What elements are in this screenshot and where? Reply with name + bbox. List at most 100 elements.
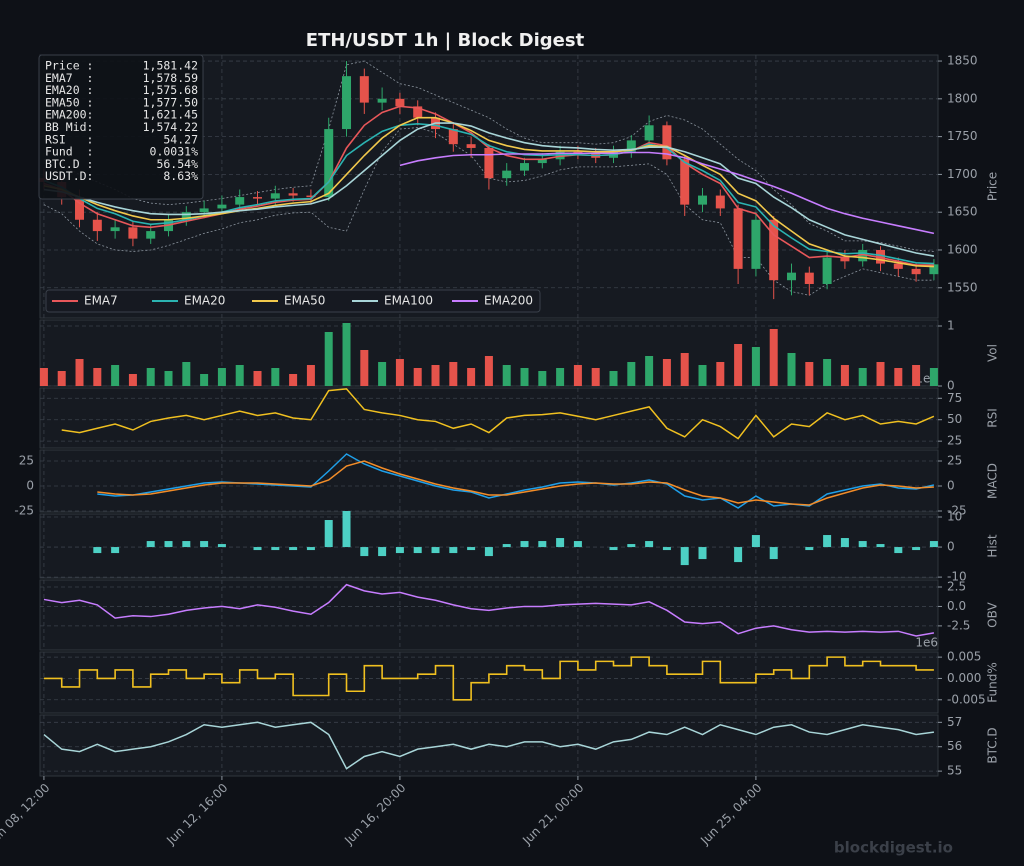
info-label: BTC.D :	[45, 157, 93, 171]
bar	[111, 547, 120, 554]
bar	[395, 547, 404, 554]
bar	[823, 359, 832, 386]
bar	[200, 374, 209, 386]
y-tick-label: 1700	[947, 167, 978, 181]
candle-body	[644, 125, 654, 141]
y-tick-label: -25	[947, 504, 967, 518]
bar	[609, 371, 618, 386]
candle-body	[395, 98, 405, 107]
y-tick-label: 0	[947, 540, 955, 554]
footer: blockdigest.io	[834, 839, 953, 857]
ema-line	[43, 105, 934, 266]
bar	[449, 362, 458, 386]
y-tick-label: 1550	[947, 280, 978, 294]
y-axis-label: MACD	[986, 463, 1000, 499]
y-tick-label: 0.005	[947, 650, 981, 664]
bar	[840, 538, 849, 548]
candle-body	[75, 197, 85, 220]
bar	[538, 541, 547, 548]
candle-body	[502, 170, 512, 179]
bar	[253, 371, 262, 386]
ema-line	[399, 151, 935, 235]
bar	[342, 323, 351, 386]
candle-body	[822, 257, 832, 284]
bar	[93, 547, 102, 554]
y-tick-label: 1800	[947, 91, 978, 105]
info-value: 0.0031%	[150, 145, 199, 159]
candle-body	[217, 204, 227, 209]
bar	[520, 368, 529, 386]
bar	[769, 547, 778, 560]
bar	[894, 547, 903, 554]
bar	[680, 353, 689, 386]
candle-body	[484, 147, 494, 179]
y-tick-label: 50	[947, 412, 962, 426]
y-tick-label-left: 25	[19, 454, 34, 468]
bar	[378, 362, 387, 386]
legend-label: EMA7	[84, 294, 118, 308]
bar	[413, 368, 422, 386]
info-label: RSI :	[45, 132, 93, 146]
bar	[395, 359, 404, 386]
bar	[876, 362, 885, 386]
y-tick-label: 0.0	[947, 599, 966, 613]
candle-body	[680, 159, 690, 205]
bar	[573, 541, 582, 548]
bar	[271, 547, 280, 551]
panel	[39, 579, 939, 651]
info-box	[38, 54, 204, 200]
y-tick-label: 1600	[947, 242, 978, 256]
bar	[164, 541, 173, 548]
y-tick-label: 57	[947, 715, 962, 729]
y-tick-label: 1650	[947, 205, 978, 219]
bar	[912, 547, 921, 551]
bar	[556, 368, 565, 386]
y-axis-label: Vol	[986, 344, 1000, 362]
line	[97, 460, 934, 506]
panel	[39, 714, 939, 777]
candle-body	[377, 98, 387, 103]
bar	[271, 368, 280, 386]
info-label: Price :	[45, 59, 93, 73]
y-axis-label: Fund%	[986, 662, 1000, 702]
y-tick-label: 0	[947, 379, 955, 393]
bar	[128, 374, 137, 386]
y-tick-label: 56	[947, 739, 962, 753]
bar	[627, 544, 636, 548]
info-label: EMA7 :	[45, 71, 93, 85]
candle-body	[698, 195, 708, 205]
candle-body	[342, 76, 352, 130]
y-axis-label: RSI	[986, 408, 1000, 428]
bar	[217, 544, 226, 548]
y-tick-label: -0.005	[947, 692, 986, 706]
bar	[912, 365, 921, 386]
ema-line	[43, 122, 935, 257]
y-tick-label: 1	[947, 319, 955, 333]
bar	[734, 547, 743, 563]
bar	[146, 368, 155, 386]
candle-body	[929, 264, 939, 275]
bar	[662, 359, 671, 386]
candle-body	[199, 208, 209, 213]
step-line	[43, 656, 934, 701]
bar	[93, 368, 102, 386]
y-axis-label: Hist	[986, 534, 1000, 558]
bar	[146, 541, 155, 548]
candle-body	[520, 163, 530, 171]
bar	[289, 374, 298, 386]
y-axis-label: OBV	[986, 601, 1000, 627]
legend-label: EMA20	[184, 294, 225, 308]
candle-body	[92, 219, 102, 232]
bar	[253, 547, 262, 551]
bar	[235, 365, 244, 386]
bar	[306, 547, 315, 551]
info-label: EMA50 :	[45, 95, 93, 109]
candle-body	[893, 263, 903, 269]
info-value: 1,621.45	[143, 108, 198, 122]
bar	[698, 365, 707, 386]
candle-body	[715, 195, 725, 209]
band-line	[43, 127, 934, 296]
info-value: 54.27	[163, 132, 198, 146]
info-value: 1,577.50	[143, 95, 198, 109]
